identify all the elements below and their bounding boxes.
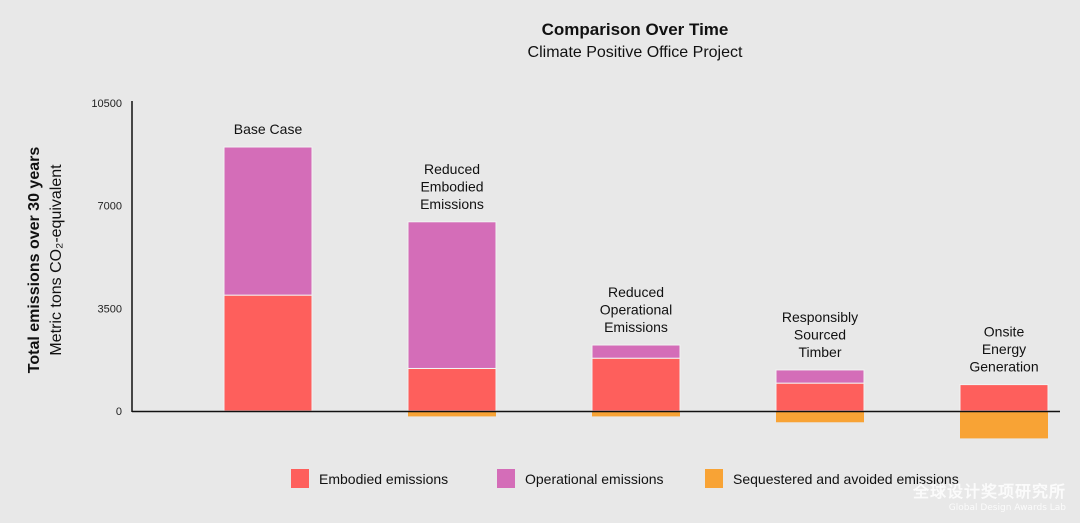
watermark-english: Global Design Awards Lab	[948, 503, 1066, 513]
chart-title: Comparison Over Time	[542, 20, 729, 39]
legend-label-3: Sequestered and avoided emissions	[733, 471, 959, 487]
legend-swatch-1	[291, 469, 309, 488]
legend-swatch-2	[497, 469, 515, 488]
bar-embodied-1	[223, 294, 313, 412]
category-label-4: Responsibly Sourced Timber	[782, 309, 858, 360]
y-axis-label-units: Metric tons CO₂-equivalent	[48, 164, 65, 356]
y-tick-label: 10500	[91, 98, 122, 110]
bar-embodied-5	[959, 384, 1049, 412]
bar-sequestered-5	[960, 412, 1048, 439]
bar-operational-2	[407, 221, 497, 369]
legend-swatch-3	[705, 469, 723, 488]
category-label-2: Reduced Embodied Emissions	[420, 161, 484, 212]
bar-embodied-3	[591, 357, 681, 412]
y-tick-label: 7000	[98, 201, 122, 213]
bar-sequestered-2	[408, 412, 496, 417]
bar-operational-3	[591, 344, 681, 359]
y-tick-label: 0	[116, 406, 122, 418]
category-label-5: Onsite Energy Generation	[969, 324, 1038, 375]
category-label-3: Reduced Operational Emissions	[600, 284, 672, 335]
category-label-1: Base Case	[234, 121, 303, 137]
legend-label-1: Embodied emissions	[319, 471, 448, 487]
bar-embodied-4	[775, 382, 865, 412]
chart-subtitle: Climate Positive Office Project	[528, 44, 743, 61]
bar-sequestered-3	[592, 412, 680, 417]
bar-operational-4	[775, 369, 865, 384]
bar-embodied-2	[407, 367, 497, 412]
y-tick-label: 3500	[98, 303, 122, 315]
bar-sequestered-4	[776, 412, 864, 423]
watermark-chinese: 全球设计奖项研究所	[912, 482, 1066, 501]
watermark: 全球设计奖项研究所 Global Design Awards Lab	[913, 478, 1066, 513]
legend-label-2: Operational emissions	[525, 471, 664, 487]
bar-operational-1	[223, 146, 313, 296]
y-axis-label: Total emissions over 30 years	[26, 147, 43, 374]
